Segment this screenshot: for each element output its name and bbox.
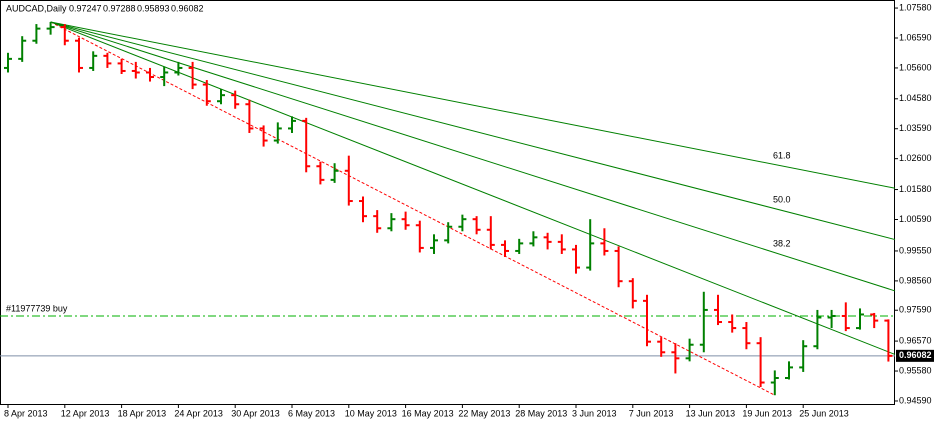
x-tick-label: 3 Jun 2013 <box>572 408 617 418</box>
y-tick-label: 0.94590 <box>899 395 932 405</box>
y-tick-label: 1.07580 <box>899 2 932 12</box>
y-tick-label: 0.97590 <box>899 305 932 315</box>
chart-title: AUDCAD,Daily <box>6 3 67 13</box>
fan-line <box>50 21 896 189</box>
x-tick-label: 13 Jun 2013 <box>686 408 736 418</box>
y-tick-label: 1.06590 <box>899 32 932 42</box>
header-open: 0.97247 <box>69 3 102 13</box>
fan-line <box>50 21 896 292</box>
x-tick-label: 25 Jun 2013 <box>799 408 849 418</box>
y-tick-label: 0.99550 <box>899 245 932 255</box>
y-tick-label: 1.01580 <box>899 184 932 194</box>
x-tick-label: 24 Apr 2013 <box>174 408 223 418</box>
x-tick-label: 22 May 2013 <box>458 408 510 418</box>
fan-label: 50.0 <box>773 195 791 205</box>
y-tick-label: 1.00590 <box>899 214 932 224</box>
x-tick-label: 30 Apr 2013 <box>231 408 280 418</box>
y-tick-label: 1.05600 <box>899 62 932 72</box>
x-tick-label: 7 Jun 2013 <box>629 408 674 418</box>
y-tick-label: 1.02600 <box>899 153 932 163</box>
y-tick-label: 0.98560 <box>899 275 932 285</box>
x-tick-label: 19 Jun 2013 <box>742 408 792 418</box>
x-tick-label: 12 Apr 2013 <box>61 408 110 418</box>
x-tick-label: 28 May 2013 <box>515 408 567 418</box>
x-tick-label: 18 Apr 2013 <box>118 408 167 418</box>
header-high: 0.97288 <box>103 3 136 13</box>
x-tick-label: 16 May 2013 <box>402 408 454 418</box>
order-label: #11977739 buy <box>6 303 68 313</box>
y-tick-label: 0.96570 <box>899 335 932 345</box>
x-tick-label: 6 May 2013 <box>288 408 335 418</box>
fan-line <box>50 21 896 241</box>
y-tick-label: 1.04580 <box>899 93 932 103</box>
header-close: 0.96082 <box>171 3 204 13</box>
fan-base <box>50 21 776 396</box>
x-tick-label: 8 Apr 2013 <box>4 408 48 418</box>
fan-label: 61.8 <box>773 151 791 161</box>
y-tick-label: 0.95580 <box>899 365 932 375</box>
price-box <box>896 349 934 362</box>
header-low: 0.95893 <box>137 3 170 13</box>
fan-line <box>50 21 896 355</box>
fan-label: 38.2 <box>773 238 791 248</box>
price-box-label: 0.96082 <box>899 350 932 360</box>
x-tick-label: 10 May 2013 <box>345 408 397 418</box>
y-tick-label: 1.03590 <box>899 123 932 133</box>
